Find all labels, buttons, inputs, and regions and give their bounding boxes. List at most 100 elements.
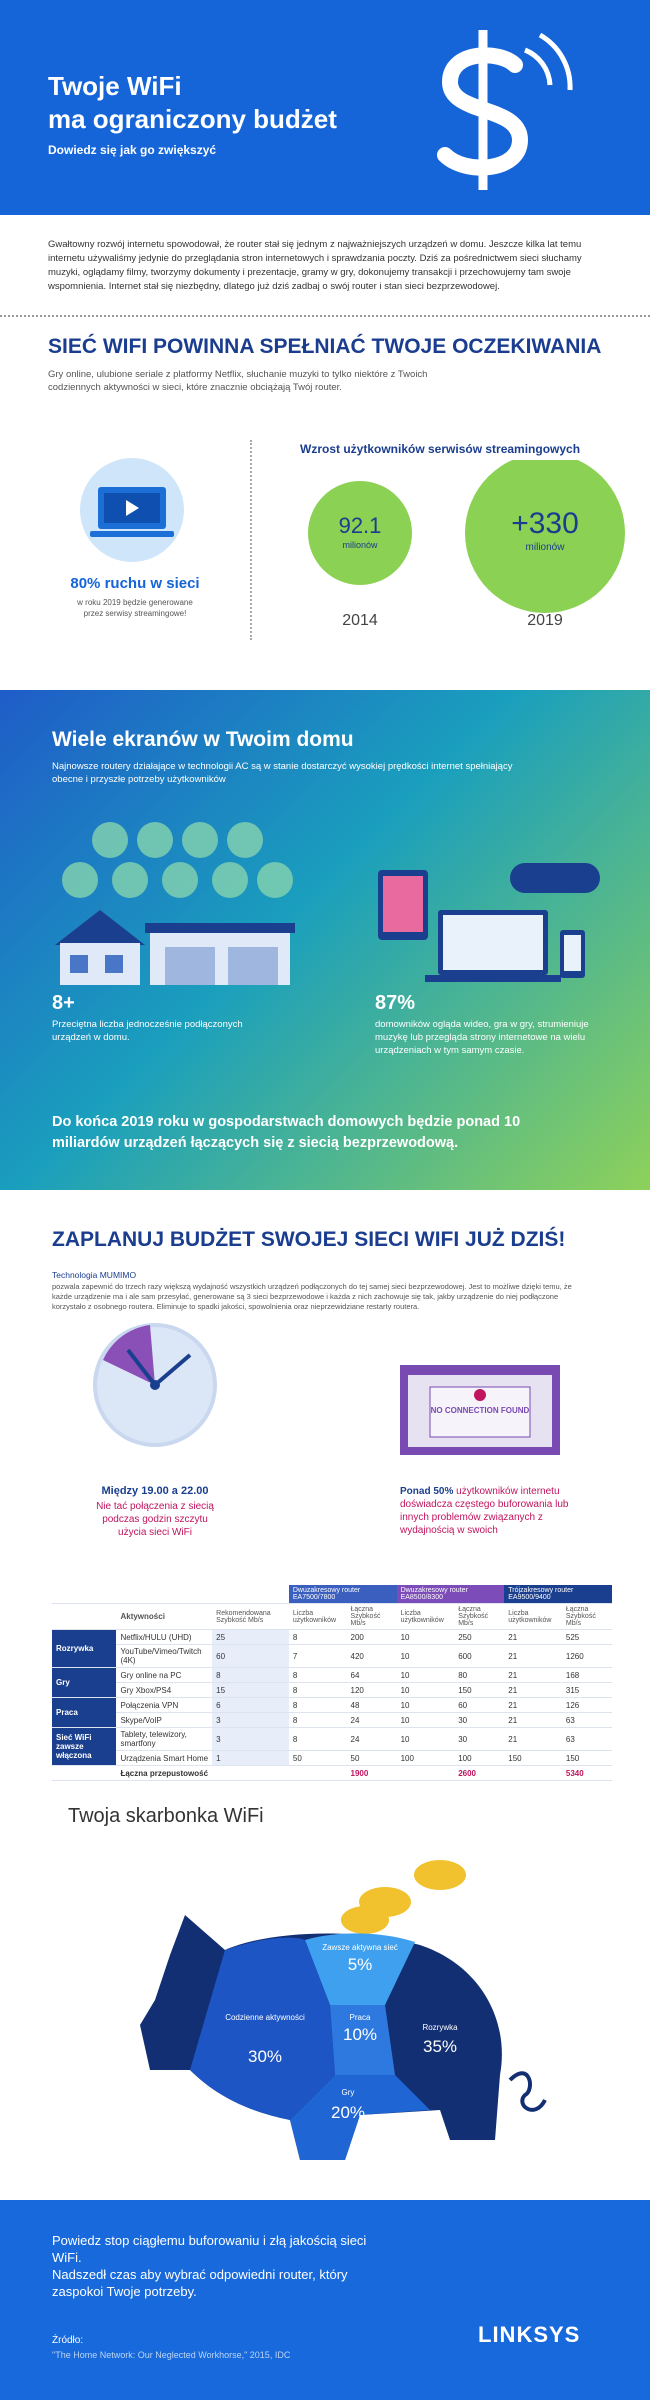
divider [0,315,650,317]
value-cell: 63 [561,1727,612,1751]
table-row: Gry Xbox/PS4 15 8 120 10 150 21 315 [52,1682,612,1698]
value-cell: 100 [396,1750,455,1766]
category-cell: Praca [52,1697,117,1728]
table-row: Praca Połączenia VPN 6 8 48 10 60 21 126 [52,1697,612,1728]
table-row: Rozrywka Netflix/HULU (UHD) 25 8 200 10 250 21 5… [52,1629,612,1668]
spacer [212,1765,289,1781]
value-cell: 21 [504,1667,562,1683]
value-cell: 250 [454,1629,505,1645]
spacer [288,1765,347,1781]
table-row: Skype/VoIP 3 8 24 10 30 21 63 [52,1712,612,1728]
subtitle: Dowiedz się jak go zwiększyć [48,143,217,157]
activity-cell: Netflix/HULU (UHD) [116,1629,213,1645]
traffic-note: w roku 2019 będzie generowane przez serw… [77,598,193,618]
value-cell: 315 [561,1682,612,1698]
value-cell: 8 [288,1629,347,1645]
value-cell: 126 [561,1697,612,1713]
buffer-text: użytkowników internetu doświadcza częste… [400,1486,569,1536]
dollar-icon [437,30,573,190]
devices-illustration [55,822,600,985]
section-text: Najnowsze routery działające w technolog… [52,761,513,785]
segment-label: Codzienne aktywności [225,2013,305,2022]
segment-value: 35% [423,2037,457,2056]
value-cell: 21 [504,1697,562,1713]
circle-value: +330 [511,507,579,540]
peak-text: Nie tać połączenia z siecią podczas godz… [96,1501,214,1538]
clock-icon [93,1323,217,1447]
activity-cell: Tablety, telewizory, smartfony [116,1727,213,1751]
stat-text: domowników ogląda wideo, gra w gry, stru… [375,1019,589,1056]
value-cell: 10 [396,1682,455,1698]
value-cell: 21 [504,1644,562,1668]
segment-value: 30% [248,2047,282,2066]
table-wrap: Dwuzakresowy router EA7500/7800 Dwuzakres… [52,1585,612,1781]
segment-value: 20% [331,2103,365,2122]
buffer-bold: Ponad 50% [400,1486,454,1497]
header-row: Aktywności Rekomendowana Szybkość Mb/s Lic… [52,1603,612,1630]
activity-cell: Gry online na PC [116,1667,213,1683]
total-value: 5340 [561,1765,612,1781]
column-header: Liczba użytkowników [396,1603,455,1630]
value-cell: 21 [504,1682,562,1698]
piggy-bank: Zawsze aktywna sieć 5% Praca 10% Codzien… [140,1860,547,2160]
value-cell: 420 [346,1644,397,1668]
activity-cell: Urządzenia Smart Home [116,1750,213,1766]
spacer [52,1765,117,1781]
value-cell: 15 [212,1682,289,1698]
value-cell: 63 [561,1712,612,1728]
table-row: YouTube/Vimeo/Twitch (4K) 60 7 420 10 600 21 12… [52,1644,612,1668]
value-cell: 48 [346,1697,397,1713]
category-cell: Sieć WiFi zawsze włączona [52,1727,117,1766]
stat-value: 87% [375,992,416,1014]
value-cell: 30 [454,1727,505,1751]
title: Twoje WiFi [48,71,182,101]
total-value: 2600 [454,1765,505,1781]
segment-label: Gry [342,2088,355,2097]
router-header: Dwuzakresowy router EA7500/7800 [288,1585,397,1604]
spacer [396,1765,455,1781]
spacer [52,1585,117,1604]
value-cell: 64 [346,1667,397,1683]
value-cell: 120 [346,1682,397,1698]
value-cell: 21 [504,1712,562,1728]
value-cell: 7 [288,1644,347,1668]
year: 2014 [342,612,378,629]
value-cell: 10 [396,1644,455,1668]
segment-value: 10% [343,2025,377,2044]
buffer-text: Ponad 50% użytkowników internetu doświad… [400,1485,570,1537]
stat-text: Przeciętna liczba jednocześnie podłączon… [52,1019,243,1043]
section-title: SIEĆ WIFI POWINNA SPEŁNIAĆ TWOJE OCZEKIW… [48,335,602,358]
router-header: Trójzakresowy router EA9500/9400 [504,1585,612,1604]
activity-cell: Połączenia VPN [116,1697,213,1713]
value-cell: 168 [561,1667,612,1683]
column-header: Liczba użytkowników [504,1603,562,1630]
segment-label: Zawsze aktywna sieć [322,1943,398,1952]
tech-text: pozwala zapewnić do trzech razy większą … [52,1282,572,1311]
value-cell: 8 [288,1712,347,1728]
title: ma ograniczony budżet [48,104,337,134]
stat-value: 8+ [52,992,75,1014]
value-cell: 6 [212,1697,289,1713]
category-cell: Rozrywka [52,1629,117,1668]
value-cell: 8 [288,1682,347,1698]
screen-icon: NO CONNECTION FOUND [400,1365,560,1455]
logo: LINKSYS [478,2322,581,2347]
section-title: ZAPLANUJ BUDŻET SWOJEJ SIECI WIFI JUŻ DZ… [52,1228,566,1251]
activity-cell: YouTube/Vimeo/Twitch (4K) [116,1644,213,1668]
laptop-icon [80,458,184,562]
value-cell: 50 [346,1750,397,1766]
column-header: Łączna Szybkość Mb/s [454,1603,505,1630]
circle-2014 [308,481,412,585]
spacer [52,1603,117,1630]
total-label: Łączna przepustowość [116,1765,213,1781]
value-cell: 1 [212,1750,289,1766]
value-cell: 8 [288,1697,347,1713]
circle-unit: milionów [526,542,566,553]
growth-title: Wzrost użytkowników serwisów streamingow… [300,442,581,456]
router-header: Dwuzakresowy router EA8500/8300 [396,1585,505,1604]
total-row: Łączna przepustowość 1900 2600 5340 [52,1765,612,1781]
intro: Gwałtowny rozwój internetu spowodował, ż… [48,239,582,292]
value-cell: 25 [212,1629,289,1645]
header-row: Dwuzakresowy router EA7500/7800 Dwuzakres… [52,1585,612,1604]
value-cell: 3 [212,1727,289,1751]
